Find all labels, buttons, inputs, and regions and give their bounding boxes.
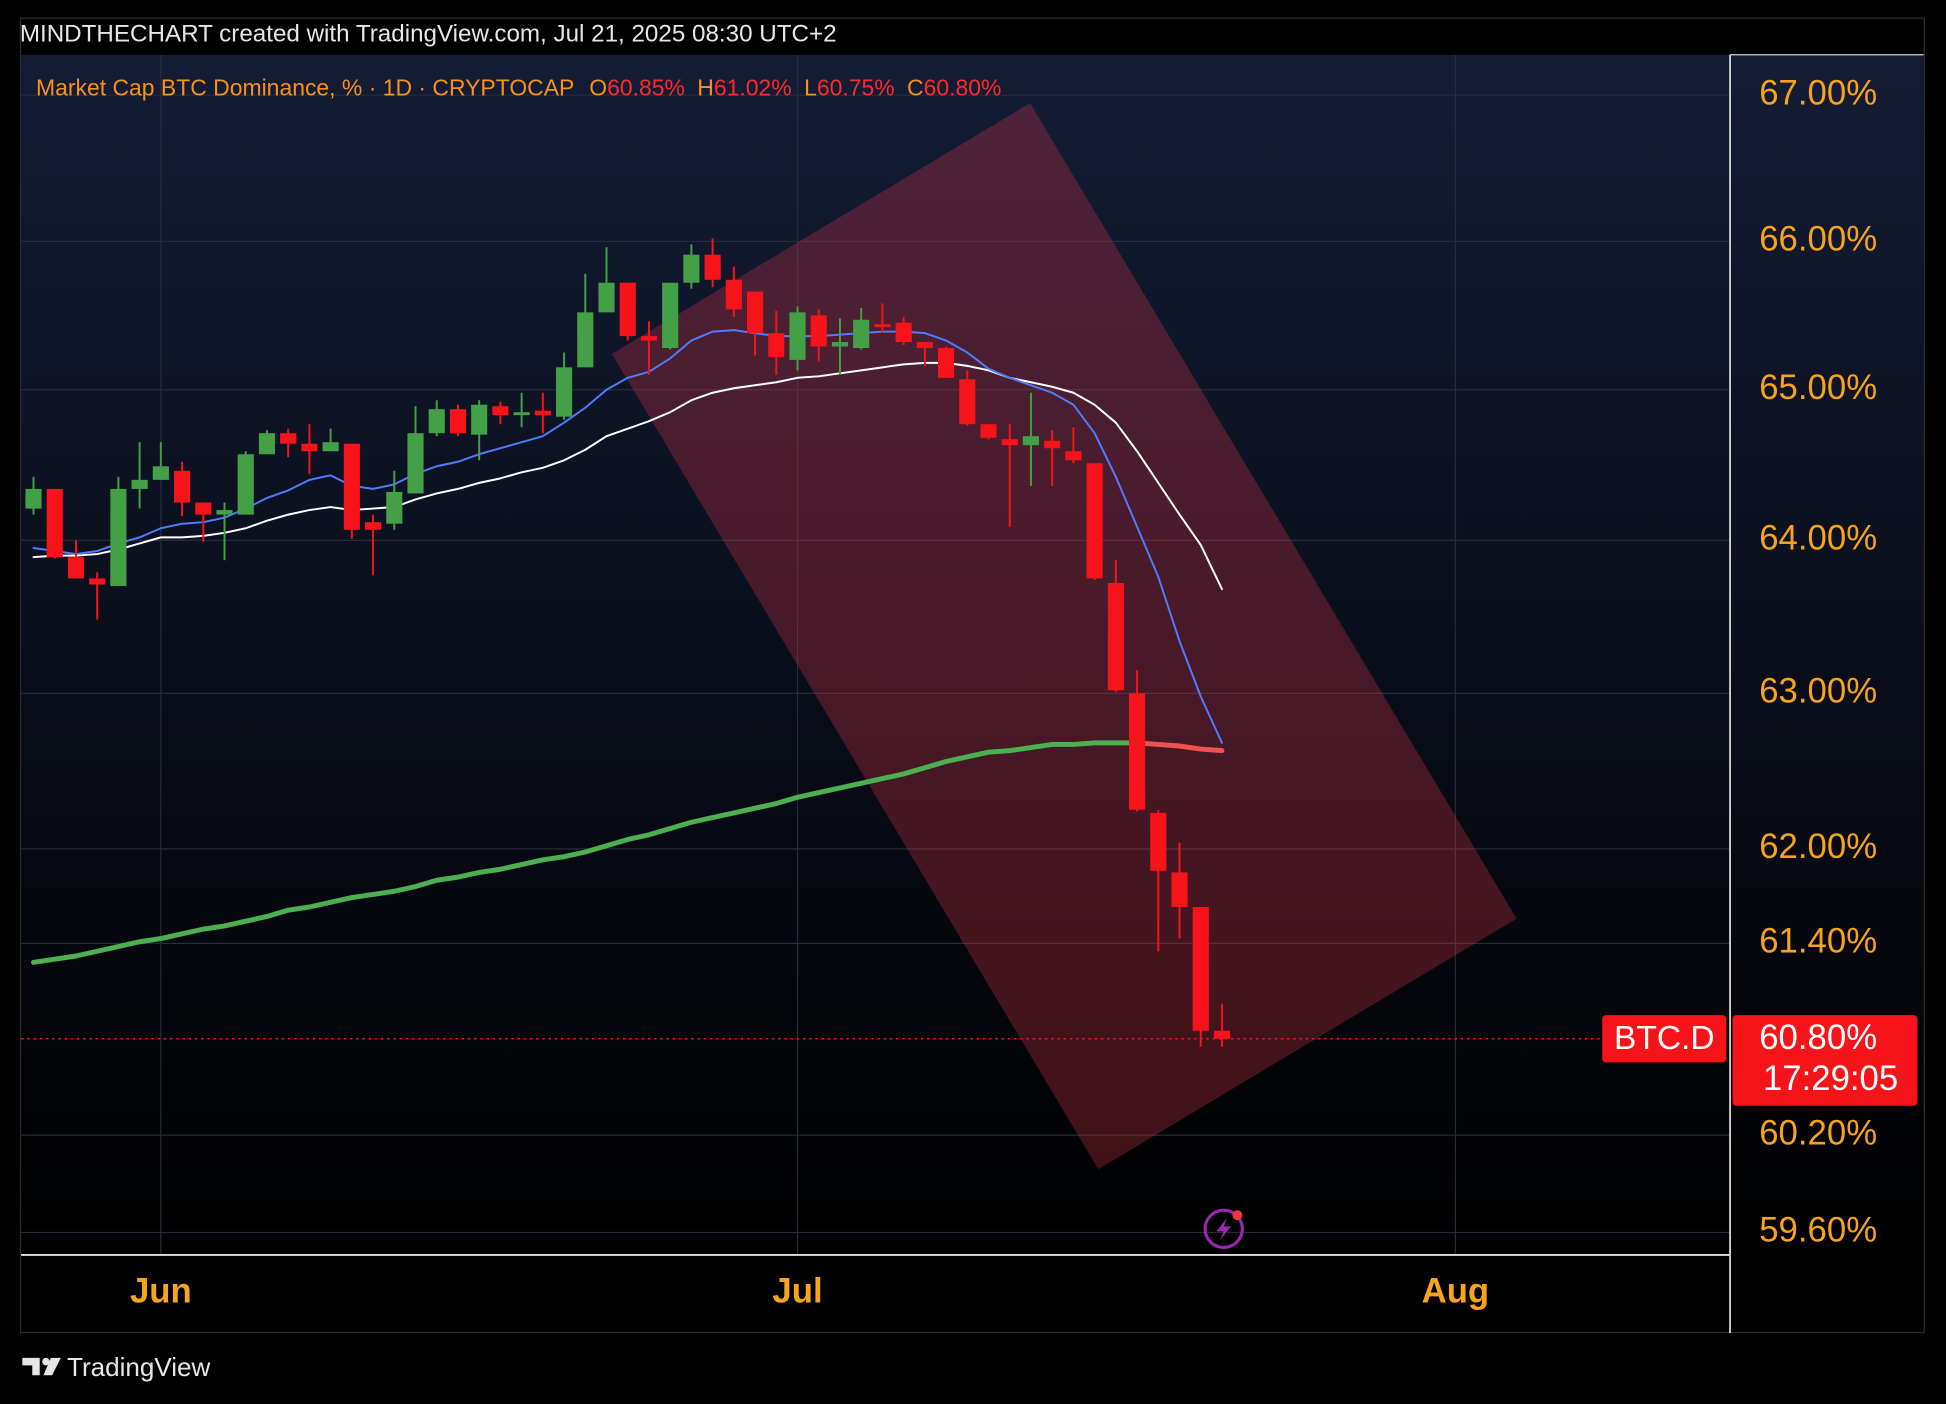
x-tick-label: Aug (1422, 1273, 1490, 1311)
candle-body (301, 443, 318, 452)
candle-body (449, 409, 467, 434)
candle-body (577, 312, 594, 368)
alert-icon (1203, 1208, 1244, 1250)
frame (19, 17, 1925, 1334)
y-tick-label: 64.00% (1759, 520, 1877, 558)
candle-body (1001, 439, 1018, 446)
candle-body (980, 424, 997, 438)
x-tick-label: Jul (772, 1273, 822, 1311)
candle-body (725, 279, 742, 310)
candle-body (364, 522, 382, 530)
legend-ohlc-value: 60.75% (817, 75, 895, 101)
legend-title: Market Cap BTC Dominance, % · 1D · CRYPT… (36, 75, 574, 101)
candle-body (1171, 872, 1188, 908)
candle-body (322, 442, 339, 452)
candle-body (598, 282, 615, 313)
legend-ohlc-value: 61.02% (714, 75, 792, 101)
legend-ohlc-value: 60.85% (607, 75, 685, 101)
candle-body (46, 488, 63, 558)
candle-body (1044, 440, 1061, 449)
y-tick-label: 66.00% (1759, 221, 1877, 259)
y-tick-label: 62.00% (1759, 828, 1877, 866)
brand-logo (22, 1357, 61, 1376)
y-tick-label: 60.20% (1759, 1114, 1877, 1152)
candle-body (895, 322, 912, 343)
candle-body (789, 312, 806, 360)
countdown-label: 17:29:05 (1763, 1060, 1898, 1098)
y-tick-label: 59.60% (1759, 1212, 1877, 1250)
header: MINDTHECHART created with TradingView.co… (20, 20, 837, 47)
candle-body (556, 367, 573, 417)
legend-ohlc-key: O (589, 75, 607, 101)
legend-ohlc-key: C (907, 75, 924, 101)
y-tick-label: 63.00% (1759, 673, 1877, 711)
candle-body (110, 488, 127, 587)
candle-body (237, 454, 254, 515)
price-tag (1732, 1015, 1918, 1106)
symbol-label: BTC.D (1614, 1020, 1715, 1057)
candle-body (428, 409, 445, 434)
brand: TradingView (67, 1352, 211, 1382)
candle-body (853, 319, 870, 348)
candle-body (916, 342, 933, 348)
candle-body (152, 466, 169, 480)
candle-body (25, 488, 42, 509)
candle-body (768, 333, 785, 357)
legend-ohlc-key: L (804, 75, 817, 101)
candle-body (1129, 693, 1146, 810)
candle-body (131, 479, 148, 489)
candle-body (1213, 1030, 1231, 1039)
y-tick-label: 67.00% (1759, 74, 1877, 112)
candles (25, 238, 1231, 1047)
moving-average-line (32, 361, 1223, 591)
candle-body (1107, 582, 1124, 691)
grid (21, 54, 1731, 1254)
candle-body (471, 404, 488, 435)
candle-body (89, 578, 106, 585)
moving-average-line (31, 740, 1140, 965)
candle-body (747, 291, 764, 334)
candle-body (513, 412, 530, 416)
legend-ohlc-key: H (697, 75, 714, 101)
channel-drawing (611, 103, 1517, 1170)
candle-body (67, 557, 85, 579)
last-price: BTC.D 60.80%17:29:05 (21, 1015, 1918, 1106)
candle-body (1192, 907, 1209, 1031)
candle-body (343, 443, 360, 530)
candle-body (1086, 463, 1103, 579)
candle-body (407, 433, 424, 494)
candle-body (1022, 436, 1040, 446)
candle-body (874, 324, 891, 328)
candle-body (704, 254, 721, 280)
candle-body (1150, 812, 1167, 871)
moving-average-line (1134, 740, 1225, 754)
candle-body (216, 510, 233, 515)
candle-body (1065, 451, 1082, 461)
candle-body (173, 470, 191, 503)
candle-body (280, 433, 297, 444)
legend: Market Cap BTC Dominance, % · 1D · CRYPT… (36, 75, 1001, 101)
candle-body (492, 406, 509, 416)
candle-body (640, 336, 658, 341)
axes: 59.60% 60.20% 61.40% 62.00% 63.00% 64.00% 65.0… (21, 54, 1924, 1334)
candle-body (938, 347, 955, 378)
y-tick-label: 65.00% (1759, 369, 1877, 407)
candle-body (810, 315, 827, 347)
x-tick-label: Jun (130, 1273, 192, 1311)
candle-body (534, 410, 551, 416)
candle-body (258, 433, 276, 455)
candle-body (195, 502, 212, 515)
candle-body (959, 379, 976, 425)
candle-body (683, 254, 700, 283)
candle-body (662, 282, 679, 348)
candle-body (386, 491, 403, 524)
legend-ohlc-value: 60.80% (924, 75, 1002, 101)
price-label: 60.80% (1759, 1019, 1877, 1057)
y-tick-label: 61.40% (1759, 923, 1877, 961)
candle-body (619, 282, 636, 337)
candle-body (831, 342, 849, 347)
symbol-tag (1602, 1015, 1727, 1063)
